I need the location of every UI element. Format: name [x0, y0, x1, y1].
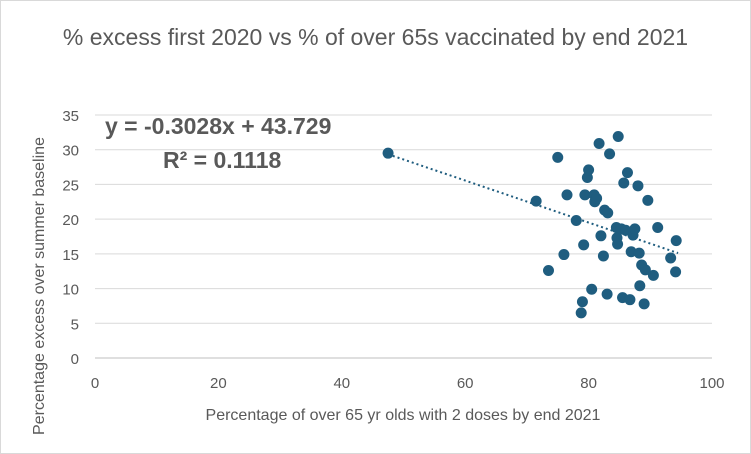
data-point [542, 265, 554, 277]
data-point [601, 288, 613, 300]
data-point [629, 223, 641, 235]
y-tick-label: 30 [62, 143, 79, 160]
x-tick-label: 60 [457, 375, 474, 392]
data-point [578, 239, 590, 251]
data-point [604, 148, 616, 160]
data-point [670, 266, 682, 278]
data-point [586, 283, 598, 295]
data-point [632, 180, 644, 192]
data-point [652, 221, 664, 233]
data-points [382, 131, 682, 319]
data-point [634, 280, 646, 292]
y-tick-label: 20 [62, 212, 79, 229]
x-axis-label: Percentage of over 65 yr olds with 2 dos… [206, 407, 601, 424]
data-point [624, 294, 636, 306]
y-tick-label: 10 [62, 282, 79, 299]
data-point [382, 147, 394, 159]
y-tick-label: 0 [71, 351, 79, 368]
data-point [647, 269, 659, 281]
data-point [595, 230, 607, 242]
data-point [633, 247, 645, 259]
data-point [642, 194, 654, 206]
data-point [638, 298, 650, 310]
data-point [639, 264, 651, 276]
x-tick-label: 80 [580, 375, 597, 392]
x-tick-label: 100 [699, 375, 724, 392]
y-tick-label: 35 [62, 108, 79, 125]
data-point [575, 307, 587, 319]
trendline-equation: y = -0.3028x + 43.729 [105, 113, 331, 139]
y-tick-label: 25 [62, 177, 79, 194]
data-point [576, 296, 588, 308]
data-point [618, 177, 630, 189]
data-point [593, 137, 605, 149]
data-point [552, 151, 564, 163]
data-point [597, 250, 609, 262]
data-point [665, 252, 677, 264]
data-point [591, 192, 603, 204]
x-tick-label: 0 [91, 375, 99, 392]
y-tick-label: 5 [71, 316, 79, 333]
data-point [579, 189, 591, 201]
x-tick-label: 40 [333, 375, 350, 392]
tick-labels: 0 5 10 15 20 25 30 35 0 20 40 60 80 100 [62, 108, 724, 392]
y-axis-label: Percentage excess over summer baseline [31, 137, 48, 435]
data-point [561, 189, 573, 201]
data-point [602, 207, 614, 219]
y-tick-label: 15 [62, 247, 79, 264]
data-point [558, 249, 570, 261]
data-point [612, 238, 624, 250]
data-point [621, 167, 633, 179]
x-tick-label: 20 [210, 375, 227, 392]
chart-title: % excess first 2020 vs % of over 65s vac… [62, 24, 689, 50]
r-squared-label: R² = 0.1118 [163, 147, 281, 173]
data-point [612, 131, 624, 143]
data-point [570, 215, 582, 227]
data-point [670, 235, 682, 247]
data-point [583, 164, 595, 176]
data-point [530, 195, 542, 207]
